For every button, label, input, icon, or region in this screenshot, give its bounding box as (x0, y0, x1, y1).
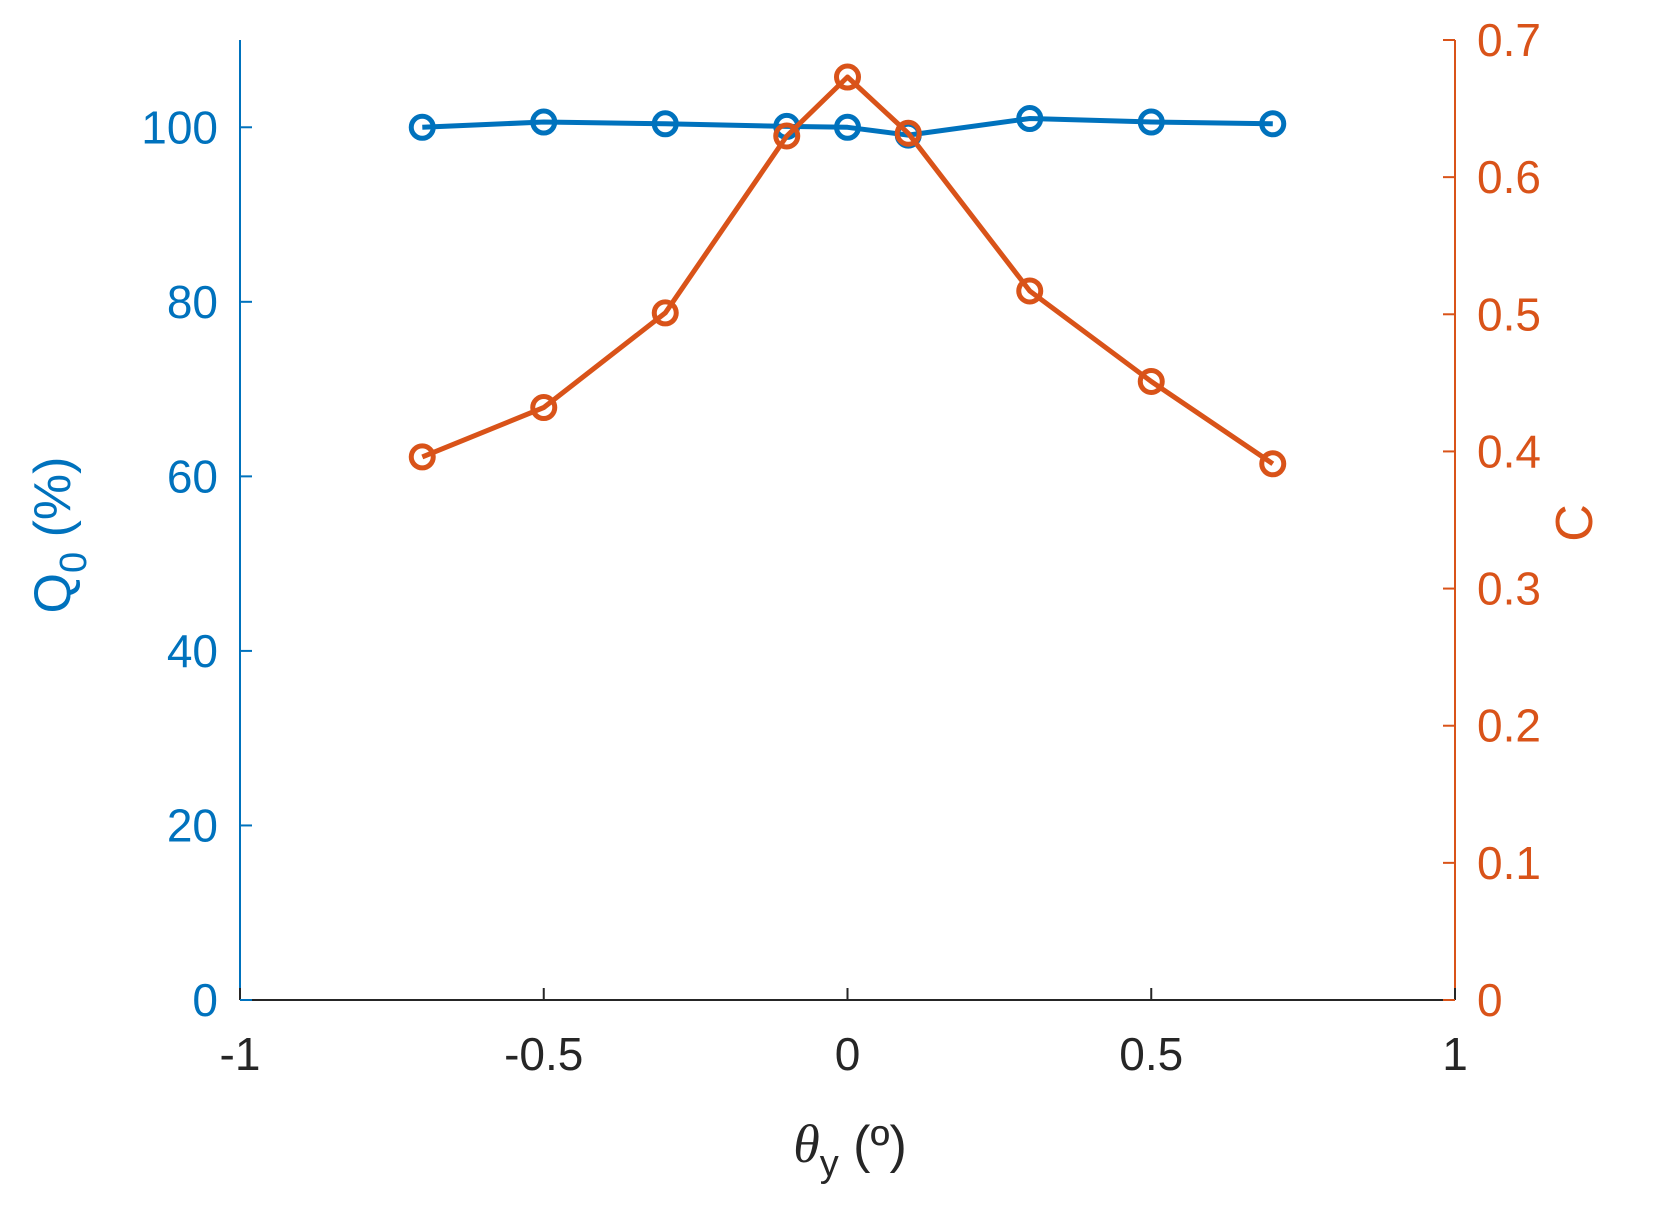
c-point (773, 122, 801, 150)
right-y-tick-label: 0.6 (1477, 151, 1541, 203)
right-y-tick-label: 0 (1477, 974, 1503, 1026)
q0-point (530, 108, 558, 136)
q0-point (1016, 105, 1044, 133)
x-axis-title: θy (º) (793, 1114, 907, 1185)
x-tick-label: 1 (1442, 1028, 1468, 1080)
x-axis-title-unit: (º) (839, 1116, 907, 1174)
x-axis-title-symbol: θ (793, 1114, 820, 1174)
right-y-tick-label: 0.7 (1477, 14, 1541, 66)
left-y-tick-label: 100 (141, 101, 218, 153)
x-axis-title-subscript: y (820, 1143, 839, 1185)
c-point (1259, 450, 1287, 478)
left-y-tick-label: 40 (167, 625, 218, 677)
right-y-tick-label: 0.3 (1477, 563, 1541, 615)
q0-point (408, 113, 436, 141)
q0-series-line (422, 116, 1273, 138)
q0-series (408, 105, 1287, 149)
c-series (408, 63, 1287, 478)
q0-point (651, 110, 679, 138)
left-y-axis-title-main: Q (24, 573, 82, 613)
x-tick-label: 0 (835, 1028, 861, 1080)
series-layer (408, 63, 1287, 478)
left-y-tick-label: 60 (167, 450, 218, 502)
left-y-tick-label: 20 (167, 799, 218, 851)
axes-frame (239, 40, 1456, 1001)
left-y-tick-label: 80 (167, 276, 218, 328)
left-y-axis-ticks: 0 20 40 60 80 100 (141, 101, 252, 1026)
right-y-axis-ticks: 0 0.1 0.2 0.3 0.4 0.5 0.6 0.7 (1443, 14, 1541, 1026)
right-y-axis-title: C (1546, 504, 1604, 542)
q0-point (834, 113, 861, 141)
left-y-tick-label: 0 (192, 974, 218, 1026)
c-series-line (421, 74, 1275, 466)
c-point (894, 119, 922, 147)
left-y-axis-title: Q0 (%) (24, 457, 95, 614)
c-point (1137, 367, 1165, 395)
left-y-axis-title-unit: (%) (24, 457, 82, 552)
c-point (834, 63, 861, 91)
c-point (651, 299, 679, 327)
right-y-tick-label: 0.5 (1477, 288, 1541, 340)
right-y-tick-label: 0.2 (1477, 700, 1541, 752)
x-tick-label: 0.5 (1119, 1028, 1183, 1080)
c-point (1016, 277, 1044, 305)
x-tick-label: -0.5 (504, 1028, 583, 1080)
x-axis-ticks: -1 -0.5 0 0.5 1 (220, 988, 1468, 1080)
c-point (530, 394, 558, 422)
q0-point (1259, 110, 1287, 138)
x-tick-label: -1 (220, 1028, 261, 1080)
right-y-tick-label: 0.4 (1477, 425, 1541, 477)
q0-point (1137, 108, 1165, 136)
left-y-axis-title-subscript: 0 (53, 552, 95, 573)
c-point (408, 443, 436, 471)
right-y-tick-label: 0.1 (1477, 837, 1541, 889)
